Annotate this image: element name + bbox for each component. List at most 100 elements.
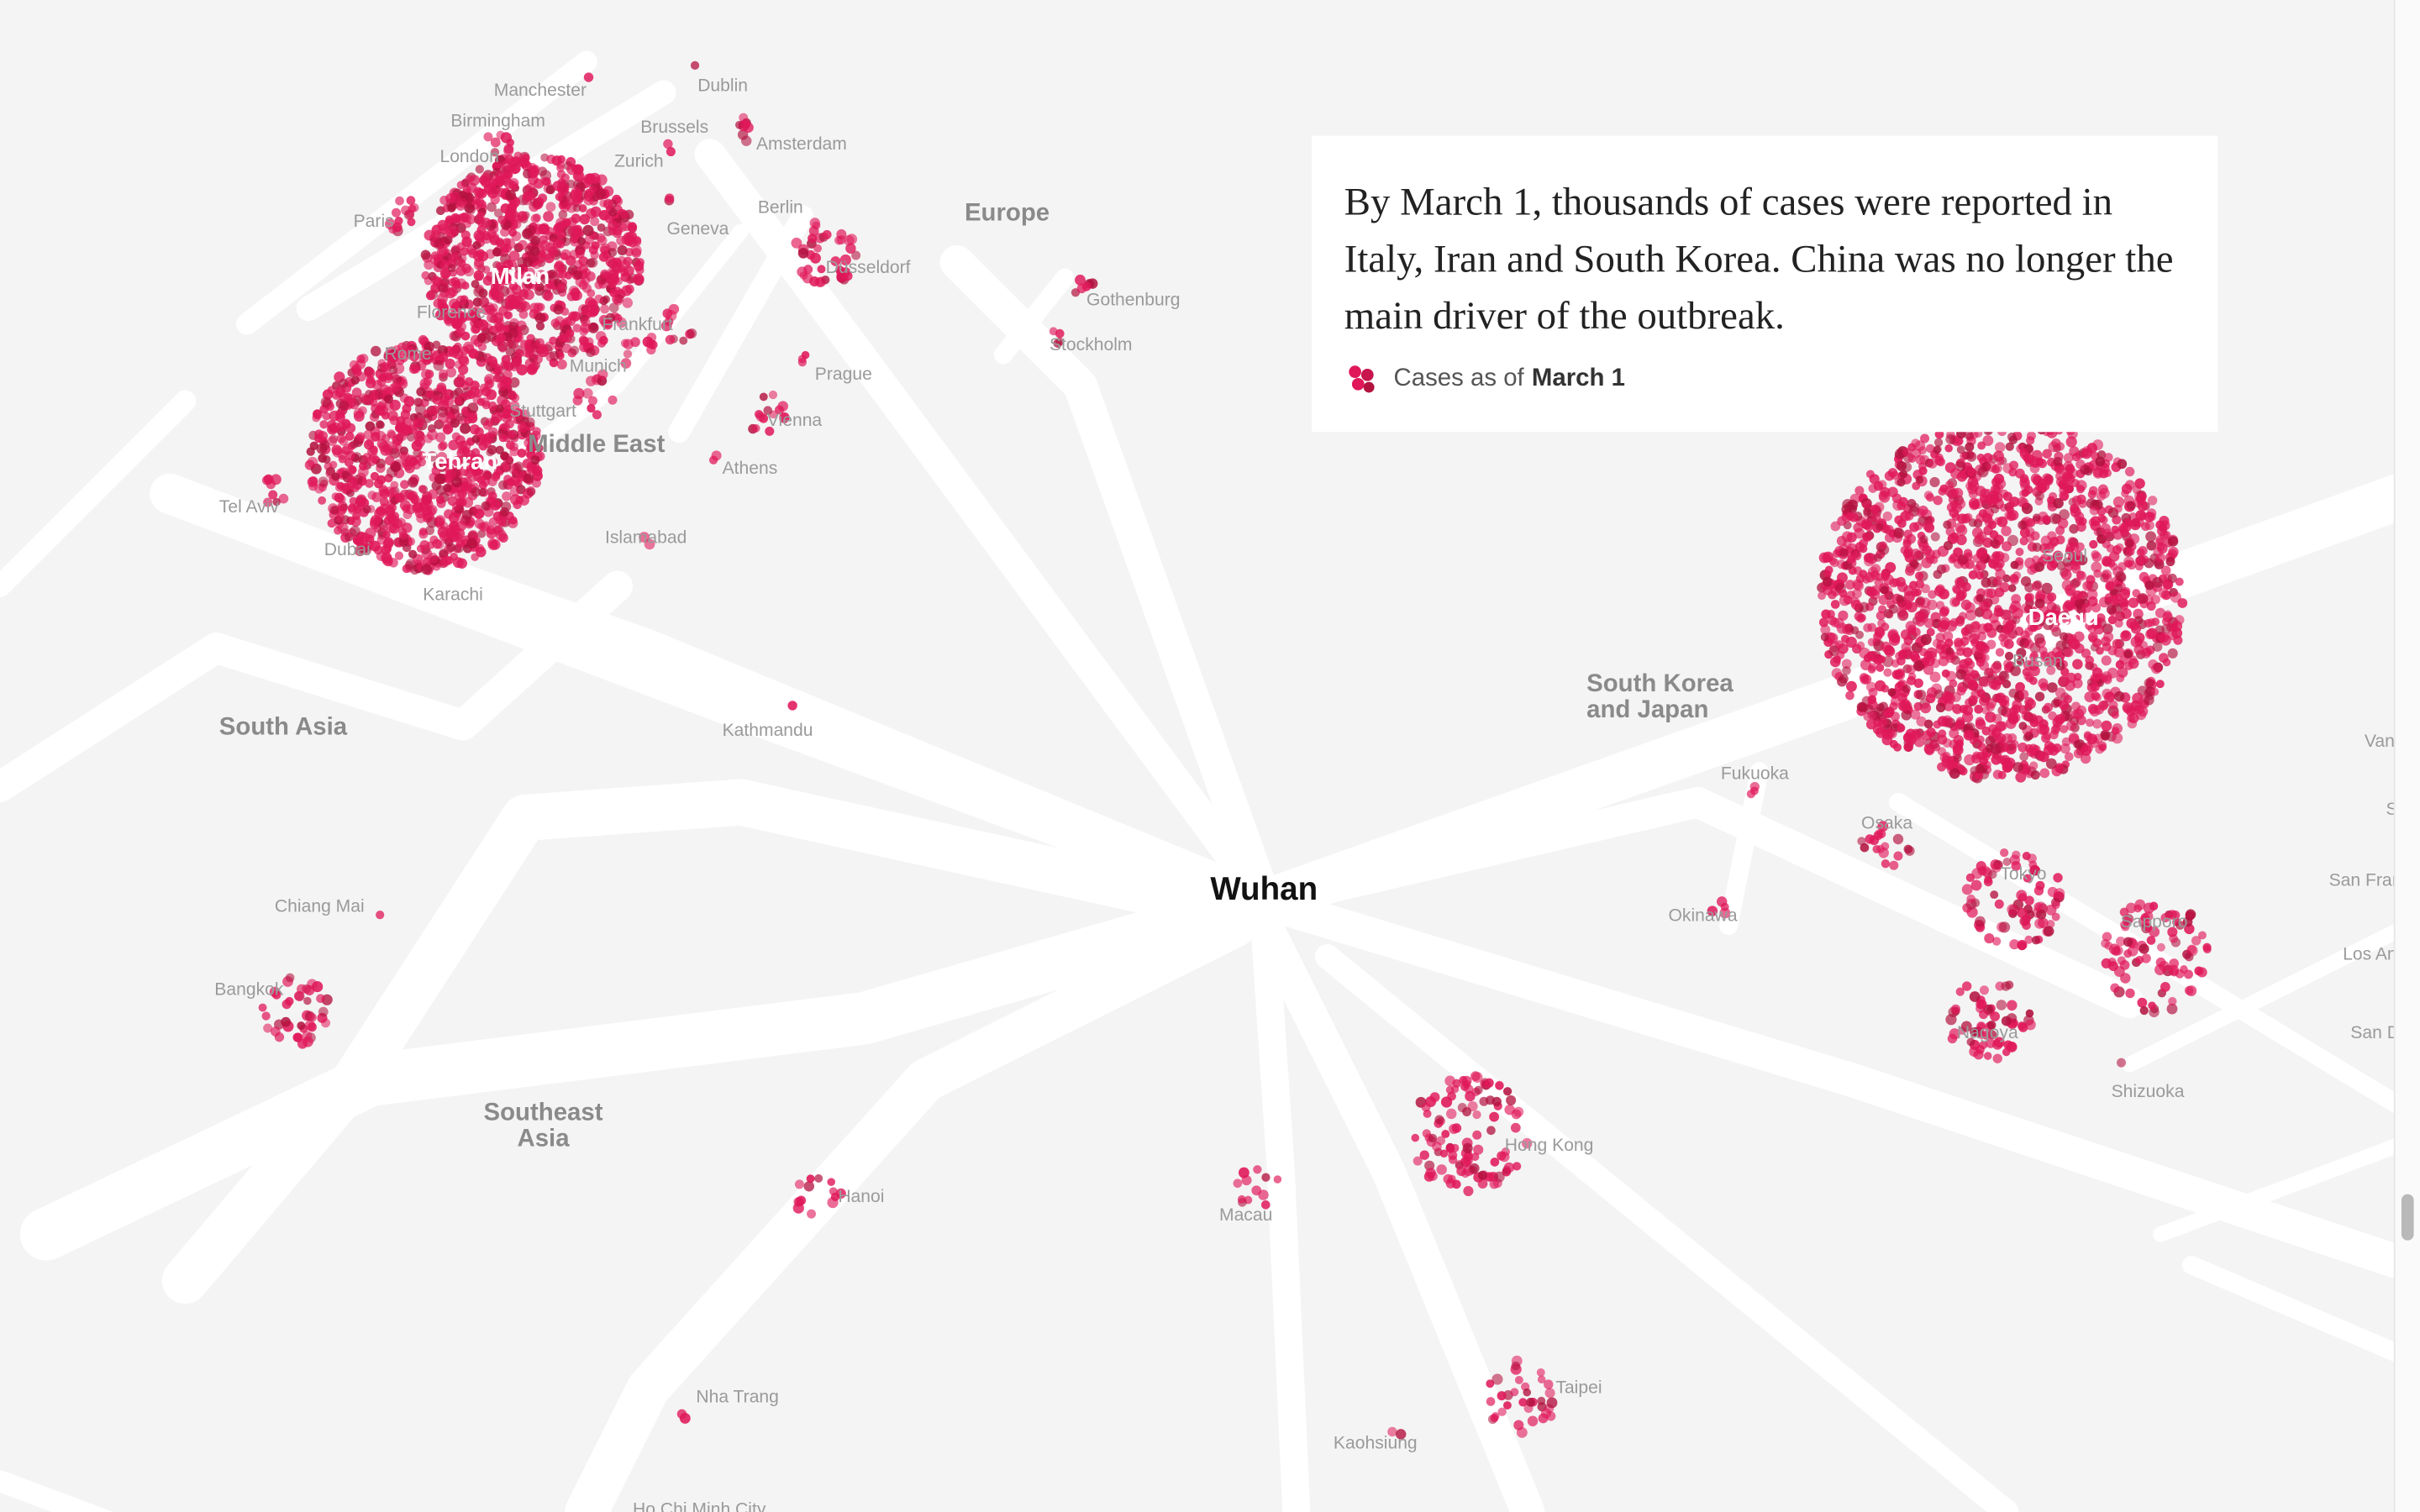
case-dot (2196, 967, 2207, 978)
case-dot (830, 256, 841, 266)
case-dot (2016, 648, 2027, 659)
case-dot (1992, 1053, 2002, 1063)
city-label: Dublin (697, 76, 748, 95)
case-dot (1850, 599, 1862, 611)
case-dot (2044, 657, 2055, 667)
legend-prefix: Cases as of (1393, 365, 1524, 392)
case-dot (468, 462, 478, 471)
city-label: Gothenburg (1086, 291, 1181, 310)
case-dot (431, 466, 441, 476)
case-dot (1964, 430, 1974, 440)
case-dot (530, 455, 540, 465)
case-dot (455, 327, 466, 337)
case-dot (2059, 632, 2069, 641)
case-dot (1518, 1398, 1528, 1407)
case-dot (476, 211, 485, 220)
case-dot (369, 398, 378, 407)
case-dot (2146, 936, 2156, 945)
case-dot (405, 209, 414, 218)
case-dot (490, 137, 501, 148)
case-dot (1949, 768, 1960, 780)
case-dot (2005, 442, 2014, 451)
case-dot (2134, 478, 2145, 489)
case-dot (2041, 482, 2050, 491)
case-dot (679, 336, 688, 345)
case-dot (498, 306, 508, 316)
case-dot (690, 60, 700, 71)
case-dot (420, 249, 431, 260)
case-dot (573, 387, 585, 400)
case-dot (624, 237, 634, 246)
case-dot (1883, 668, 1892, 677)
case-dot (2076, 522, 2086, 533)
case-dot (464, 312, 473, 321)
scrollbar[interactable] (2393, 0, 2420, 1512)
case-dot (587, 299, 598, 310)
case-dot (1886, 706, 1895, 716)
case-dot (1746, 790, 1756, 799)
case-dot (1491, 1373, 1503, 1385)
case-dot (1927, 458, 1938, 469)
case-dot (794, 1197, 804, 1207)
case-dot (529, 302, 540, 313)
case-dot (1837, 516, 1847, 526)
case-dot (1979, 1010, 1989, 1020)
case-dot (1933, 495, 1943, 506)
case-dot (505, 347, 516, 357)
case-dot (2002, 491, 2012, 501)
case-dot (555, 269, 565, 279)
case-dot (443, 235, 453, 244)
case-dot (1878, 595, 1889, 606)
scrollbar-thumb[interactable] (2401, 1194, 2414, 1241)
case-dot (2090, 673, 2100, 683)
case-dot (1546, 1397, 1558, 1409)
case-dot (590, 217, 600, 227)
case-dot (2033, 885, 2044, 896)
case-dot (515, 496, 524, 505)
case-dot (1237, 1194, 1246, 1204)
case-dot (2081, 448, 2092, 459)
case-dot (316, 994, 325, 1004)
case-dot (1387, 1426, 1397, 1437)
case-dot (527, 444, 535, 452)
case-dot (1513, 1420, 1524, 1431)
case-dot (341, 445, 350, 455)
case-dot (1934, 429, 1944, 439)
case-dot (319, 440, 330, 450)
case-dot (1486, 1126, 1496, 1136)
case-dot (1970, 879, 1982, 891)
case-dot (456, 242, 466, 251)
case-dot (1867, 696, 1876, 705)
case-dot (1991, 862, 2002, 873)
case-dot (318, 476, 329, 487)
case-dot (312, 413, 321, 423)
case-dot (545, 226, 555, 235)
case-dot (1411, 1133, 1420, 1142)
case-dot (436, 246, 448, 257)
case-dot (2123, 916, 2133, 926)
case-dot (2002, 1047, 2011, 1057)
case-dot (617, 244, 628, 255)
case-dot (1896, 668, 1905, 678)
case-dot (408, 456, 418, 466)
case-dot (348, 465, 357, 475)
case-dot (510, 163, 521, 174)
case-dot (487, 202, 497, 213)
case-dot (590, 206, 602, 218)
case-dot (1976, 594, 1986, 603)
case-dot (406, 537, 416, 546)
case-dot (1944, 759, 1955, 770)
case-dot (437, 526, 449, 538)
case-dot (430, 275, 440, 285)
case-dot (530, 213, 540, 223)
case-dot (331, 472, 340, 481)
case-dot (2002, 732, 2013, 744)
case-dot (775, 405, 785, 415)
case-dot (570, 345, 580, 355)
case-dot (632, 237, 642, 247)
case-dot (407, 476, 418, 488)
case-dot (2097, 741, 2107, 751)
case-dot (2089, 506, 2100, 516)
case-dot (314, 429, 324, 439)
center-label-wuhan: Wuhan (1210, 871, 1318, 907)
